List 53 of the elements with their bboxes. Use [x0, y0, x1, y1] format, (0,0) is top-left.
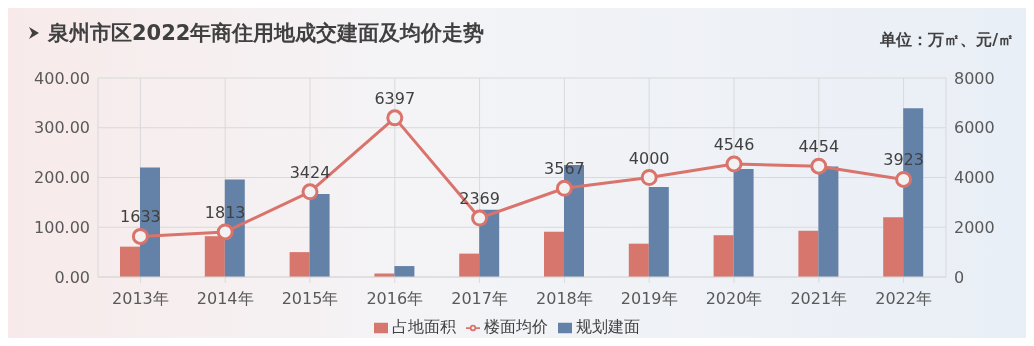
- point: [895, 170, 913, 188]
- text: 单位：万㎡、元/㎡: [880, 30, 1014, 51]
- y2-tick-label: 6000: [954, 118, 995, 138]
- y2-tick-label: 2000: [954, 217, 995, 237]
- point: [555, 179, 573, 197]
- bar: [798, 230, 819, 277]
- bar: [713, 235, 734, 277]
- point: [725, 155, 743, 173]
- point: [131, 227, 149, 245]
- x-tick-label: 2020年: [705, 289, 763, 309]
- data-label: 6397: [374, 88, 416, 108]
- bar: [544, 231, 564, 277]
- bar: [394, 266, 415, 277]
- data-label: 3424: [289, 162, 331, 182]
- bar: [883, 217, 904, 277]
- bar: [309, 193, 330, 277]
- data-label: 4546: [713, 134, 755, 154]
- bar: [120, 246, 140, 277]
- x-tick-label: 2015年: [281, 289, 339, 309]
- bar: [459, 253, 480, 277]
- legend-label: 占地面积: [392, 317, 456, 336]
- x-tick-label: 2016年: [366, 289, 424, 309]
- chart-title: 泉州市区2022年商住用地成交建面及均价走势: [48, 20, 485, 47]
- x-tick-label: 2021年: [790, 289, 848, 309]
- data-label: 4000: [628, 148, 670, 168]
- bar: [733, 169, 754, 277]
- y-tick-label: 400.00: [34, 68, 90, 88]
- y2-tick-label: 4000: [954, 168, 995, 188]
- point: [216, 223, 234, 241]
- point: [301, 183, 319, 201]
- y-tick-label: 0.00: [54, 267, 90, 287]
- x-tick-label: 2013年: [112, 289, 169, 309]
- data-label: 4454: [798, 137, 840, 157]
- x-tick-label: 2019年: [620, 289, 678, 309]
- point: [810, 157, 828, 175]
- y-tick-label: 100.00: [34, 217, 90, 237]
- point: [471, 209, 489, 227]
- bar: [648, 186, 669, 277]
- bar: [628, 243, 649, 277]
- x-tick-label: 2014年: [196, 289, 254, 309]
- x-tick-label: 2017年: [451, 289, 508, 309]
- legend-label: 规划建面: [576, 317, 640, 336]
- y2-tick-label: 8000: [954, 68, 995, 88]
- point: [386, 109, 404, 127]
- y-tick-label: 300.00: [34, 118, 90, 138]
- point: [640, 169, 658, 186]
- bar: [818, 166, 839, 277]
- y2-tick-label: 0: [954, 267, 965, 287]
- y-tick-label: 200.00: [34, 168, 90, 188]
- bar: [289, 252, 310, 277]
- x-tick-label: 2022年: [875, 289, 932, 309]
- legend-label: 楼面均价: [484, 317, 548, 336]
- x-tick-label: 2018年: [536, 289, 593, 309]
